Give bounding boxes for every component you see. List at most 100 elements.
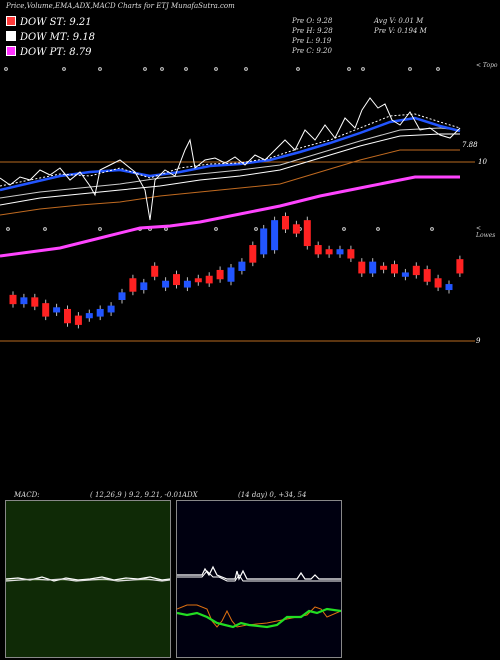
macd-params: ( 12,26,9 ) 9.2, 9.21, -0.01 xyxy=(90,491,183,499)
bottom-marker xyxy=(342,227,346,231)
candle-body xyxy=(85,313,93,319)
top-marker xyxy=(143,67,147,71)
legend-dow-mt-label: DOW MT: 9.18 xyxy=(20,32,96,43)
top-marker xyxy=(436,67,440,71)
legend-dow-pt: DOW PT: 8.79 xyxy=(6,46,92,58)
level-10-label: 10 xyxy=(478,158,487,166)
candle-body xyxy=(64,308,71,324)
ema-short-dotted xyxy=(0,113,461,187)
legend-dow-st-label: DOW ST: 9.21 xyxy=(20,17,92,28)
adx-label: ADX xyxy=(182,491,198,499)
candle-body xyxy=(423,269,431,282)
candle-body xyxy=(347,249,355,259)
macd-panel xyxy=(5,500,171,658)
level-7-88-label: 7.88 xyxy=(462,141,478,149)
candle-body xyxy=(140,282,148,291)
avg-volume: Avg V: 0.01 M xyxy=(374,17,424,25)
top-marker xyxy=(347,67,351,71)
candle-body xyxy=(434,278,442,288)
candle-body xyxy=(336,249,344,255)
adx-svg xyxy=(177,565,341,629)
prev-open: Pre O: 9.28 xyxy=(292,17,333,25)
bottom-marker xyxy=(6,227,10,231)
adx-minus-di-orange xyxy=(177,604,341,628)
adx-line xyxy=(177,565,341,581)
chart-title: Price,Volume,EMA,ADX,MACD Charts for ETJ… xyxy=(6,2,235,10)
candle-body xyxy=(271,220,279,251)
bottom-marker xyxy=(376,227,380,231)
top-markers xyxy=(4,67,440,231)
candle-body xyxy=(369,261,377,274)
candle-body xyxy=(96,308,104,317)
candle-body xyxy=(194,278,202,283)
candle-body xyxy=(31,297,39,307)
candle-body xyxy=(183,280,191,288)
prev-low: Pre L: 9.19 xyxy=(292,37,332,45)
prev-volume: Pre V: 0.194 M xyxy=(374,27,427,35)
legend-dow-pt-label: DOW PT: 8.79 xyxy=(20,47,92,58)
candle-body xyxy=(74,315,82,325)
prev-close: Pre C: 9.20 xyxy=(292,47,332,55)
prev-high: Pre H: 9.28 xyxy=(292,27,333,35)
top-marker xyxy=(160,67,164,71)
macd-svg xyxy=(6,576,170,582)
ema-lower-orange xyxy=(0,149,460,216)
candle-body xyxy=(53,307,61,313)
candle-body xyxy=(107,305,115,313)
candle-body xyxy=(282,216,289,230)
ema-mt-white-2 xyxy=(0,127,461,199)
top-marker xyxy=(98,67,102,71)
bottom-marker xyxy=(164,227,168,231)
legend-swatch-mt-icon xyxy=(6,31,16,41)
candle-body xyxy=(227,267,235,282)
top-marker xyxy=(184,67,188,71)
bottom-marker xyxy=(430,227,434,231)
bottom-marker xyxy=(98,227,102,231)
candle-body xyxy=(260,228,268,255)
candle-body xyxy=(151,265,159,277)
candle-body xyxy=(173,274,180,286)
top-marker xyxy=(361,67,365,71)
top-marker xyxy=(244,67,248,71)
candle-body xyxy=(303,220,311,247)
adx-panel xyxy=(176,500,342,658)
candle-body xyxy=(9,294,17,305)
ema-pt-line xyxy=(0,175,460,258)
ema-mt-white-1 xyxy=(0,133,460,206)
bottom-marker xyxy=(43,227,47,231)
level-9-label: 9 xyxy=(476,337,481,345)
candle-body xyxy=(292,224,300,234)
top-marker xyxy=(4,67,8,71)
candle-body xyxy=(456,259,464,274)
axis-top-label: < Topo xyxy=(476,62,498,69)
candle-body xyxy=(314,245,322,255)
bottom-marker xyxy=(254,227,258,231)
legend-dow-mt: DOW MT: 9.18 xyxy=(6,31,95,43)
candle-body xyxy=(401,272,409,277)
legend-dow-st: DOW ST: 9.21 xyxy=(6,16,92,28)
candle-body xyxy=(358,261,366,274)
price-close-line xyxy=(0,97,461,221)
candle-body xyxy=(380,265,388,270)
candle-body xyxy=(445,284,453,291)
ema-fast-blue xyxy=(0,116,461,192)
candle-body xyxy=(391,264,398,274)
adx-params: (14 day) 0, +34, 54 xyxy=(238,491,307,499)
top-marker xyxy=(296,67,300,71)
candle-body xyxy=(20,297,28,305)
bottom-marker xyxy=(214,227,218,231)
candle-body xyxy=(162,280,170,288)
macd-signal-line xyxy=(6,578,170,582)
legend-swatch-st-icon xyxy=(6,16,16,26)
candlestick-series xyxy=(9,212,464,329)
candle-body xyxy=(412,265,420,276)
top-marker xyxy=(62,67,66,71)
candle-body xyxy=(118,292,126,300)
adx-plus-di-line xyxy=(177,570,341,582)
top-marker xyxy=(214,67,218,71)
candle-body xyxy=(205,275,213,284)
legend-swatch-pt-icon xyxy=(6,46,16,56)
macd-label: MACD: xyxy=(14,491,40,499)
candle-body xyxy=(216,269,224,280)
